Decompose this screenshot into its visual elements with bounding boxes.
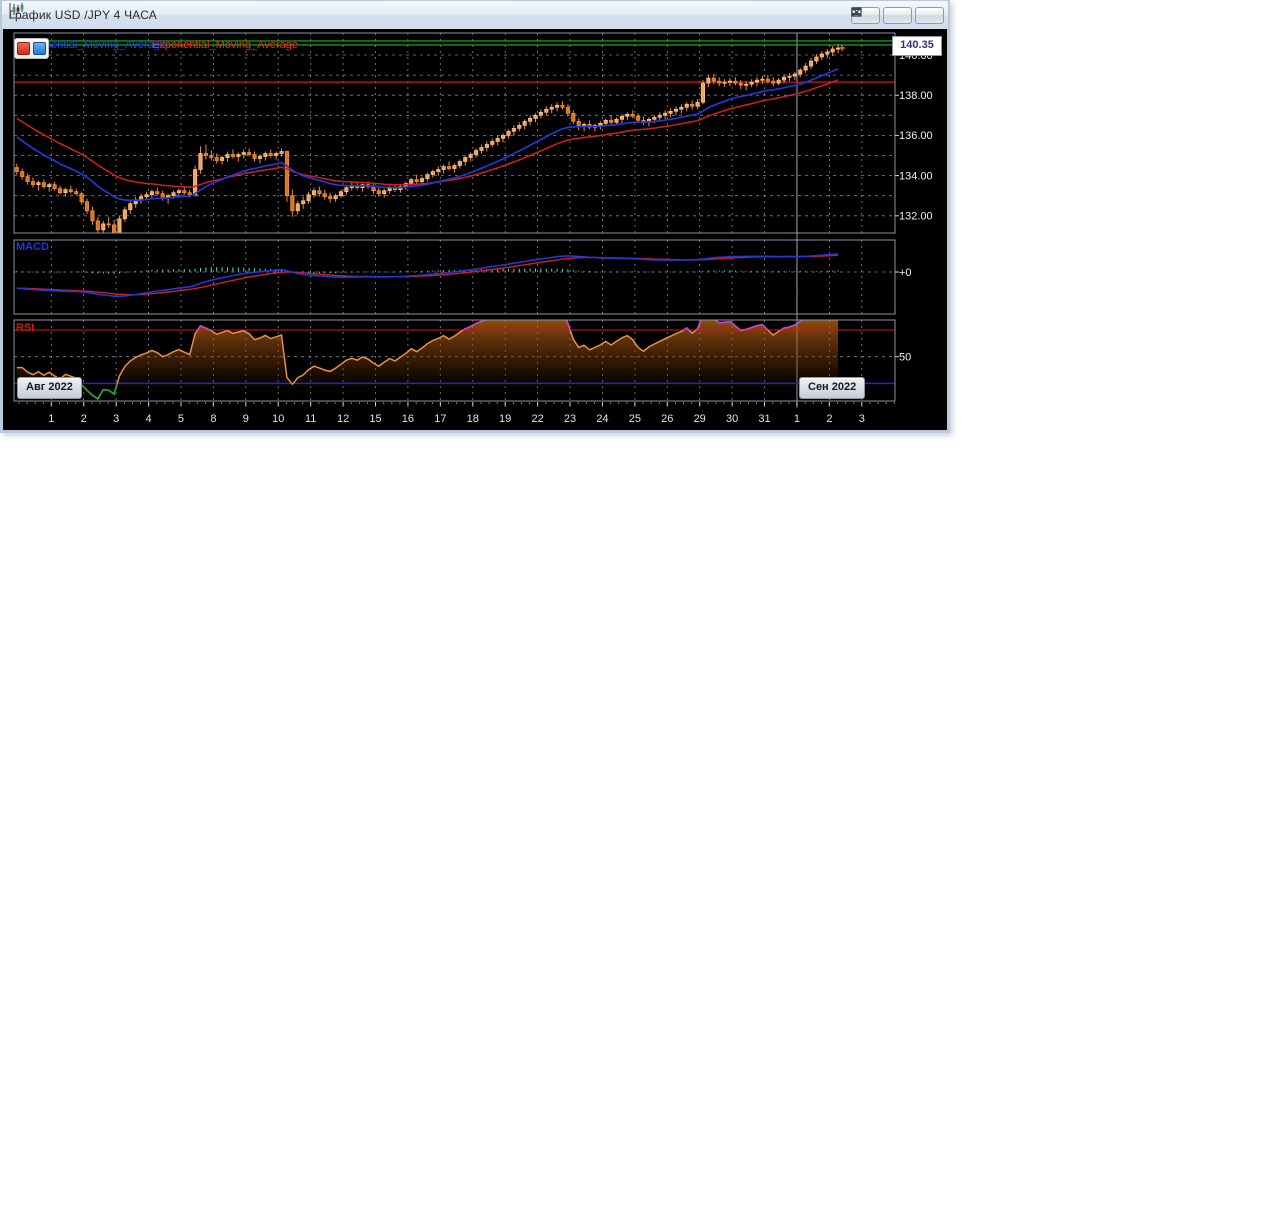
month-button-august[interactable]: Авг 2022 xyxy=(17,377,82,399)
window-title: График USD /JPY 4 ЧАСА xyxy=(9,8,158,22)
window-controls xyxy=(851,7,944,24)
current-price-box: 140.35 xyxy=(892,36,942,56)
blue-series-chip[interactable] xyxy=(33,42,46,55)
ema-slow-line xyxy=(16,79,839,189)
level-lines xyxy=(14,40,895,83)
day-label: 9 xyxy=(243,413,249,425)
rsi-panel-label: RSI xyxy=(16,322,35,334)
day-label: 2 xyxy=(826,413,832,425)
day-label: 16 xyxy=(402,413,414,425)
maximize-icon xyxy=(851,7,862,17)
macd-panel-label: MACD xyxy=(16,241,49,253)
day-label: 2 xyxy=(81,413,87,425)
macd-line xyxy=(16,253,839,298)
month-button-september[interactable]: Сен 2022 xyxy=(799,377,866,399)
maximize-button[interactable] xyxy=(851,7,912,24)
panel-borders xyxy=(13,32,896,402)
close-button[interactable] xyxy=(852,7,944,24)
day-label: 1 xyxy=(48,413,54,425)
axis-labels: 140.00138.00136.00134.00132.00+050123458… xyxy=(18,50,933,425)
price-tick-label: 134.00 xyxy=(899,170,933,182)
last-price-marker xyxy=(839,44,846,51)
day-label: 3 xyxy=(113,413,119,425)
rsi-mid-label: 50 xyxy=(899,352,911,364)
legend-ema-red-label: Exponential_Moving_Average xyxy=(152,39,298,51)
rsi-layer xyxy=(14,320,895,401)
candles-layer xyxy=(14,43,841,233)
window-titlebar[interactable]: График USD /JPY 4 ЧАСА xyxy=(2,1,948,30)
day-label: 10 xyxy=(272,413,284,425)
ema-lines xyxy=(16,68,839,202)
day-label: 17 xyxy=(434,413,446,425)
macd-zero-label: +0 xyxy=(899,267,912,279)
day-label: 25 xyxy=(629,413,641,425)
day-label: 11 xyxy=(305,413,316,425)
day-label: 31 xyxy=(758,413,770,425)
chart-canvas[interactable]: 140.00138.00136.00134.00132.00+050123458… xyxy=(3,29,947,430)
day-label: 4 xyxy=(145,413,151,425)
day-label: 26 xyxy=(661,413,673,425)
macd-layer xyxy=(16,253,839,298)
candlestick-chart-icon xyxy=(9,3,24,19)
minimize-icon xyxy=(852,13,860,15)
day-label: 15 xyxy=(369,413,381,425)
price-tick-label: 136.00 xyxy=(899,130,933,142)
chart-client-area: 140.00138.00136.00134.00132.00+050123458… xyxy=(3,29,947,430)
day-label: 23 xyxy=(564,413,576,425)
legend-ema-blue-label: Exponential_Moving_Average xyxy=(20,39,166,51)
day-label: 1 xyxy=(794,413,800,425)
red-series-chip[interactable] xyxy=(17,42,30,55)
day-label: 3 xyxy=(859,413,865,425)
rsi-line xyxy=(16,320,804,400)
legend-chip-box[interactable] xyxy=(14,38,49,59)
day-label: 22 xyxy=(531,413,543,425)
day-label: 30 xyxy=(726,413,738,425)
price-tick-label: 138.00 xyxy=(899,90,933,102)
close-icon xyxy=(852,8,861,16)
price-tick-label: 132.00 xyxy=(899,211,933,223)
rsi-area-fill xyxy=(16,320,839,401)
day-label: 8 xyxy=(210,413,216,425)
day-label: 19 xyxy=(499,413,511,425)
day-label: 18 xyxy=(467,413,479,425)
ema-fast-line xyxy=(16,68,839,202)
day-label: 5 xyxy=(178,413,184,425)
day-label: 12 xyxy=(337,413,349,425)
day-label: 24 xyxy=(596,413,608,425)
day-label: 29 xyxy=(694,413,706,425)
